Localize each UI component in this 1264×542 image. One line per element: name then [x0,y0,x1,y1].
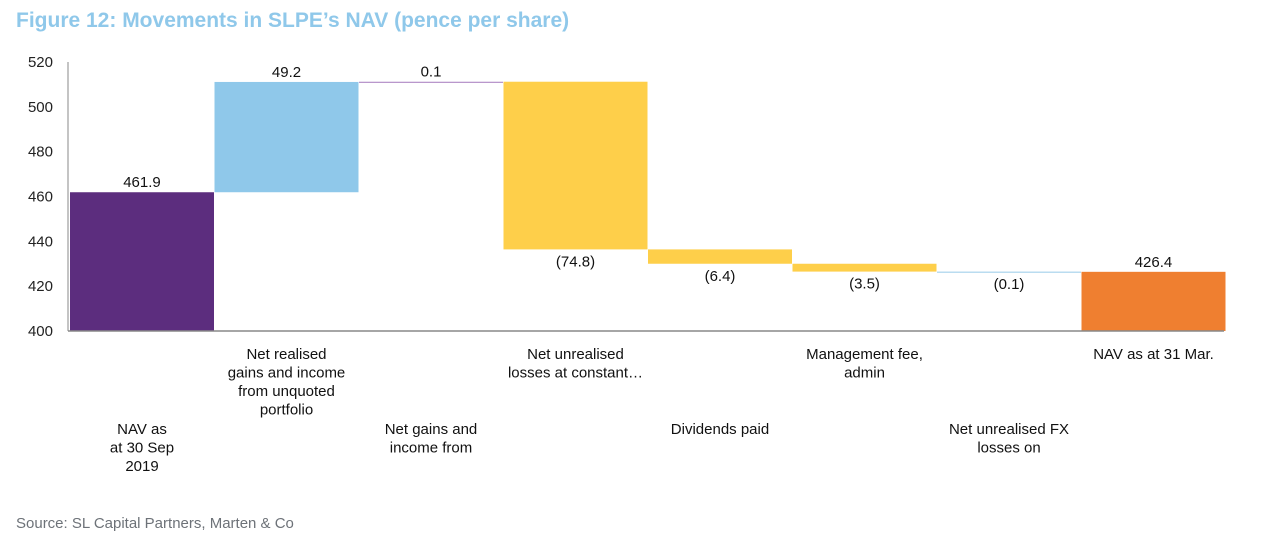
category-labels: NAV as at 30 Sep 2019 Net realised gains and… [110,346,1214,475]
category-label: NAV as at 31 Mar. [1093,346,1214,363]
bar [214,81,359,193]
y-tick-label: 420 [28,278,53,295]
y-tick-label: 400 [28,323,53,340]
category-label: NAV as at 30 Sep 2019 [110,421,174,475]
chart-title: Figure 12: Movements in SLPE’s NAV (penc… [16,9,570,32]
data-label: (6.4) [705,268,736,285]
category-label: Management fee, admin [806,346,923,382]
bar [937,271,1081,273]
bar [359,81,503,83]
bar [503,81,648,250]
bar [648,249,792,264]
y-tick-label: 460 [28,189,53,206]
waterfall-chart: 400 420 440 460 480 500 520 461.9 49.2 0.1 (74.8)… [28,54,1226,475]
data-label: (74.8) [556,253,595,270]
category-label: Dividends paid [671,421,769,438]
y-axis: 400 420 440 460 480 500 520 [28,54,53,340]
data-label: 0.1 [421,64,442,81]
category-label: Net unrealised losses at constant… [508,346,643,382]
data-labels: 461.9 49.2 0.1 (74.8) (6.4) (3.5) (0.1) 426.4 [123,64,1172,293]
y-tick-label: 480 [28,144,53,161]
bar [792,263,937,272]
y-tick-label: 500 [28,99,53,116]
bar [70,192,214,331]
category-label: Net realised gains and income from unquote… [228,346,346,419]
category-label: Net unrealised FX losses on [949,421,1069,457]
data-label: 426.4 [1135,254,1173,271]
category-label: Net gains and income from [385,421,478,457]
y-tick-label: 520 [28,54,53,71]
data-label: (3.5) [849,276,880,293]
data-label: 461.9 [123,174,161,191]
data-label: (0.1) [994,276,1025,293]
source-note: Source: SL Capital Partners, Marten & Co [16,515,294,532]
data-label: 49.2 [272,64,301,81]
bars [70,81,1226,331]
bar [1081,271,1226,331]
y-tick-label: 440 [28,233,53,250]
